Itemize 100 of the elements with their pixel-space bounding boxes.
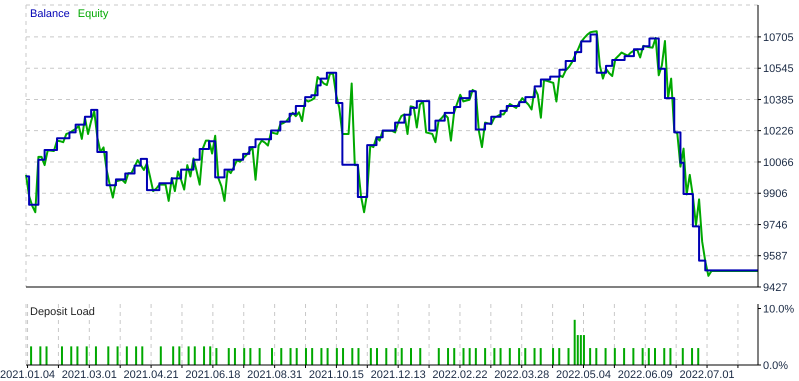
bar bbox=[320, 348, 322, 365]
bar bbox=[540, 348, 542, 365]
x-tick-label: 2022.02.22 bbox=[432, 368, 488, 381]
bar bbox=[30, 346, 32, 365]
y-tick-label: 10385 bbox=[763, 94, 794, 106]
bar bbox=[342, 348, 344, 365]
bar bbox=[178, 346, 180, 365]
bar bbox=[552, 348, 554, 365]
bar bbox=[107, 346, 110, 365]
y-tick-label: 10.0% bbox=[763, 303, 794, 316]
bar bbox=[376, 348, 378, 365]
bar bbox=[326, 348, 329, 365]
bar bbox=[462, 348, 464, 365]
x-tick-label: 2022.05.04 bbox=[556, 368, 612, 381]
bar bbox=[400, 348, 403, 365]
x-tick-label: 2022.03.28 bbox=[494, 368, 550, 381]
bar bbox=[336, 348, 338, 365]
bar bbox=[203, 346, 206, 365]
bar bbox=[410, 348, 412, 365]
y-tick-label: 10705 bbox=[763, 32, 794, 44]
bar bbox=[582, 335, 585, 365]
bar bbox=[468, 348, 471, 365]
bar bbox=[215, 348, 218, 365]
bar bbox=[194, 346, 196, 365]
bar bbox=[614, 348, 616, 365]
bar bbox=[141, 346, 144, 365]
bar bbox=[632, 348, 634, 365]
bar bbox=[243, 348, 246, 365]
bar bbox=[682, 348, 684, 365]
bar bbox=[271, 348, 273, 365]
bar bbox=[623, 348, 626, 365]
bar bbox=[385, 348, 388, 365]
bar bbox=[589, 348, 592, 365]
bar bbox=[126, 346, 128, 365]
bar bbox=[568, 348, 570, 365]
bar bbox=[580, 335, 582, 365]
x-tick-label: 2021.10.15 bbox=[308, 368, 364, 381]
x-tick-label: 2021.08.31 bbox=[247, 368, 302, 381]
bar bbox=[311, 348, 314, 365]
bar bbox=[290, 348, 292, 365]
chart-title: Deposit Load bbox=[30, 306, 95, 318]
x-tick-label: 2022.06.09 bbox=[618, 368, 673, 381]
bar bbox=[351, 348, 354, 365]
bar bbox=[188, 346, 190, 365]
bar bbox=[484, 348, 486, 365]
y-tick-label: 10226 bbox=[763, 126, 794, 138]
bar bbox=[172, 346, 174, 365]
bar bbox=[357, 348, 360, 365]
bar bbox=[595, 348, 598, 365]
y-tick-label: 9587 bbox=[763, 250, 788, 263]
y-tick-label: 10545 bbox=[763, 63, 794, 76]
bar bbox=[209, 346, 212, 365]
bar bbox=[474, 348, 477, 365]
bar bbox=[86, 346, 88, 365]
bar bbox=[419, 348, 422, 365]
x-tick-label: 2021.04.21 bbox=[124, 368, 179, 381]
x-tick-label: 2021.03.01 bbox=[62, 368, 117, 381]
bar bbox=[39, 346, 42, 365]
y-tick-label: 10066 bbox=[763, 156, 794, 169]
bar bbox=[296, 348, 298, 365]
bar bbox=[558, 348, 560, 365]
text: Equity bbox=[78, 8, 108, 20]
y-tick-label: 9427 bbox=[763, 282, 788, 294]
bar bbox=[518, 348, 520, 365]
bar bbox=[574, 320, 576, 365]
x-tick-label: 2022.07.01 bbox=[680, 368, 735, 381]
bar bbox=[642, 348, 644, 365]
bar bbox=[258, 348, 261, 365]
bar bbox=[234, 348, 236, 365]
bar bbox=[160, 346, 162, 365]
bar bbox=[280, 348, 282, 365]
y-tick-label: 9906 bbox=[763, 188, 788, 200]
bar bbox=[669, 348, 672, 365]
bar bbox=[524, 348, 526, 365]
bar bbox=[453, 348, 456, 365]
x-tick-label: 2021.06.18 bbox=[185, 368, 240, 381]
bar bbox=[438, 348, 440, 365]
bar bbox=[604, 348, 607, 365]
bar bbox=[94, 346, 97, 365]
bar bbox=[46, 346, 48, 365]
bar bbox=[493, 348, 496, 365]
y-tick-label: 0.0% bbox=[763, 360, 788, 372]
x-tick-label: 2021.12.13 bbox=[370, 368, 426, 381]
y-tick-label: 9746 bbox=[763, 219, 788, 232]
bar bbox=[648, 348, 650, 365]
text: Balance bbox=[30, 8, 70, 20]
bar bbox=[370, 348, 372, 365]
bar bbox=[394, 348, 397, 365]
bar bbox=[116, 346, 119, 365]
bar bbox=[135, 346, 138, 365]
bar bbox=[304, 348, 307, 365]
bar bbox=[60, 346, 63, 365]
bar bbox=[691, 348, 694, 365]
bar bbox=[76, 346, 78, 365]
bar bbox=[663, 348, 666, 365]
bar bbox=[249, 348, 252, 365]
bar bbox=[500, 348, 502, 365]
bar bbox=[534, 348, 536, 365]
bar bbox=[697, 348, 700, 365]
bar bbox=[70, 346, 72, 365]
